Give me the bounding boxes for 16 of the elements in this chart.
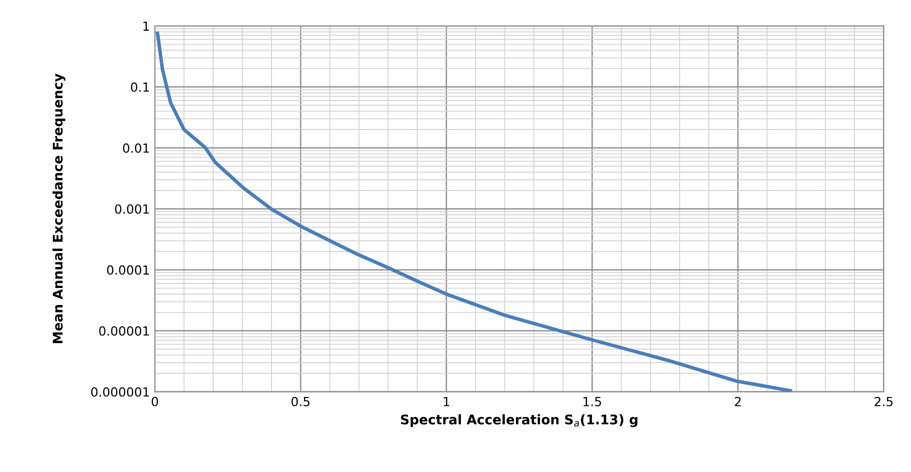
x-tick-label: 2 xyxy=(734,396,741,406)
x-tick-label: 2.5 xyxy=(874,396,893,406)
x-tick-label: 1 xyxy=(444,397,450,406)
x-tick-label: 0.5 xyxy=(292,396,310,406)
x-axis-title: Spectral Acceleration S$_{a}$(1.13) g xyxy=(401,414,638,428)
y-tick-label: 0.1 xyxy=(130,82,149,92)
y-tick-label: 0.0001 xyxy=(107,265,149,275)
y-axis-title: Mean Annual Exceedance Frequency xyxy=(52,74,66,344)
y-tick-label: 0.000001 xyxy=(91,387,149,397)
y-tick-label: 0.001 xyxy=(115,204,149,214)
y-tick-label: 0.00001 xyxy=(99,326,149,336)
x-tick-label: 1.5 xyxy=(584,397,601,406)
y-tick-label: 1 xyxy=(143,22,149,31)
x-tick-label: 0 xyxy=(152,396,158,406)
line-series xyxy=(156,31,792,392)
y-tick-label: 0.01 xyxy=(123,143,149,153)
